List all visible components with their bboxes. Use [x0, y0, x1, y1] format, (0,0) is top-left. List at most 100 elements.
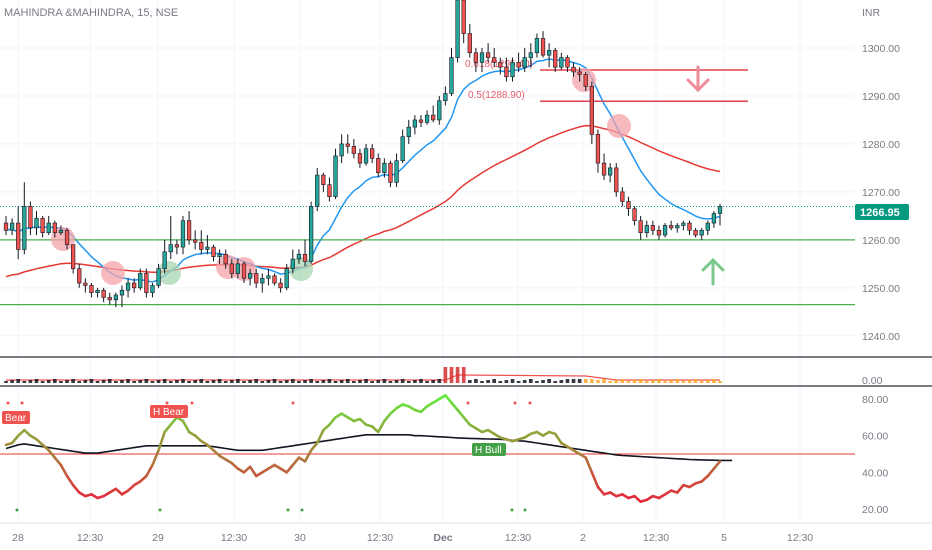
candle-body	[626, 201, 631, 209]
volume-bar	[229, 380, 234, 383]
volume-bar	[242, 381, 246, 383]
volume-bar	[290, 379, 295, 383]
price-axis[interactable]: 1240.00 1250.00 1260.00 1270.00 1280.00 1290.…	[862, 43, 900, 343]
oscillator-segment	[157, 430, 166, 452]
candle-body	[717, 206, 723, 214]
candle-body	[162, 251, 167, 269]
volume-bar	[406, 381, 411, 383]
volume-bar	[345, 379, 350, 383]
volume-bar	[22, 381, 27, 383]
volume-bar	[718, 381, 722, 383]
candle-body	[492, 57, 497, 63]
time-tick-label: 12:30	[505, 532, 531, 544]
volume-bar	[126, 379, 130, 383]
oscillator-axis: 20.00 40.00 60.00 80.00	[862, 394, 888, 516]
volume-bar	[425, 381, 429, 383]
candle-body	[498, 62, 503, 68]
volume-bar	[504, 380, 509, 383]
last-price-tag: 1266.95	[855, 204, 909, 220]
candle-body	[485, 52, 491, 58]
time-tick-label: Dec	[433, 532, 452, 544]
volume-bar	[449, 367, 454, 383]
volume-bar	[413, 380, 417, 383]
volume-bar	[138, 380, 143, 383]
candle-body	[376, 158, 381, 174]
candle-body	[278, 282, 283, 289]
volume-bar	[107, 379, 112, 383]
volume-bar	[89, 379, 94, 383]
price-tick-label: 1280.00	[862, 139, 900, 151]
candle-body	[473, 52, 479, 63]
candle-body	[595, 134, 601, 164]
oscillator-segment	[291, 456, 301, 467]
candle-body	[34, 217, 39, 229]
candle-body	[64, 229, 70, 245]
volume-bar	[547, 379, 551, 383]
candle-body	[394, 160, 399, 183]
volume-bar	[705, 380, 710, 383]
volume-bar	[303, 380, 307, 383]
candle-body	[144, 273, 149, 293]
volume-bar	[590, 379, 594, 383]
volume-bar	[443, 367, 448, 383]
candle-body	[339, 143, 344, 157]
oscillator-segment	[35, 438, 44, 447]
oscillator-segment	[444, 394, 453, 404]
candle-body	[22, 205, 27, 250]
time-tick-label: 28	[12, 532, 24, 544]
oscillator-segment	[303, 449, 313, 463]
candle-body	[180, 220, 186, 248]
volume-bar	[199, 379, 204, 383]
candle-body	[412, 119, 418, 128]
volume-bar	[528, 379, 533, 383]
candle-body	[101, 289, 106, 298]
ema-fast-path	[5, 58, 721, 283]
bull-dot	[523, 508, 527, 512]
candle-body	[675, 225, 680, 229]
oscillator-segment	[59, 463, 69, 478]
candle-body	[156, 268, 161, 286]
time-tick-label: 5	[721, 532, 727, 544]
volume-bar	[626, 381, 631, 383]
candle-body	[589, 86, 594, 135]
candle-body	[638, 220, 643, 233]
candle-body	[107, 297, 112, 301]
svg-text:Bear: Bear	[5, 413, 27, 424]
volume-bar	[150, 381, 155, 383]
time-tick-label: 12:30	[77, 532, 103, 544]
candle-body	[699, 229, 704, 236]
oscillator-segment	[584, 456, 594, 474]
volume-bar	[217, 379, 222, 383]
oscillator-segment	[370, 425, 380, 434]
candle-body	[70, 244, 76, 269]
oscillator-segment	[712, 460, 722, 470]
time-tick-label: 29	[152, 532, 164, 544]
candle-body	[229, 263, 234, 274]
signal-circle	[607, 114, 631, 138]
price-tick-label: 1300.00	[862, 43, 900, 55]
volume-bar	[120, 380, 124, 383]
candle-body	[119, 289, 125, 296]
volume-bar	[34, 379, 39, 383]
volume-bar	[309, 379, 313, 383]
candle-body	[40, 217, 45, 233]
volume-bar	[52, 379, 57, 383]
candle-body	[357, 153, 363, 164]
oscillator-tick-label: 60.00	[862, 431, 888, 443]
volume-bar	[510, 379, 515, 383]
volume-bar	[675, 379, 680, 383]
time-axis[interactable]: 28 12:30 29 12:30 30 12:30 Dec 12:30 2 12:30 5 12:3…	[0, 522, 932, 544]
volume-bar	[455, 367, 460, 383]
volume-bar	[260, 381, 265, 383]
oscillator-segment	[285, 463, 295, 474]
volume-bar	[284, 380, 289, 383]
candle-body	[516, 62, 521, 68]
candle-body	[211, 246, 216, 257]
bull-dot	[300, 508, 304, 512]
candle-body	[46, 222, 51, 233]
candle-body	[52, 222, 57, 233]
volume-bar	[132, 381, 136, 383]
volume-bar	[339, 380, 344, 383]
volume-bar	[382, 379, 387, 383]
